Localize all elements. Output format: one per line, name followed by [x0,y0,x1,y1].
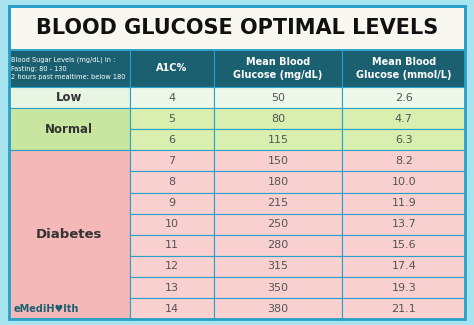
FancyBboxPatch shape [129,87,214,108]
Text: 19.3: 19.3 [392,282,416,292]
FancyBboxPatch shape [214,298,342,319]
FancyBboxPatch shape [129,50,214,87]
Text: 50: 50 [271,93,285,103]
FancyBboxPatch shape [214,214,342,235]
Text: BLOOD GLUCOSE OPTIMAL LEVELS: BLOOD GLUCOSE OPTIMAL LEVELS [36,18,438,38]
FancyBboxPatch shape [129,193,214,214]
Text: 7: 7 [168,156,175,166]
Text: Blood Sugar Levels (mg/dL) in :
Fasting: 80 - 130
2 hours past mealtime: below 1: Blood Sugar Levels (mg/dL) in : Fasting:… [11,57,126,80]
Text: Diabetes: Diabetes [36,228,102,241]
FancyBboxPatch shape [214,129,342,150]
Text: Mean Blood
Glucose (mmol/L): Mean Blood Glucose (mmol/L) [356,57,452,80]
Text: 8: 8 [168,177,175,187]
FancyBboxPatch shape [342,50,465,87]
Text: 17.4: 17.4 [392,261,416,271]
FancyBboxPatch shape [214,87,342,108]
Text: Mean Blood
Glucose (mg/dL): Mean Blood Glucose (mg/dL) [233,57,323,80]
FancyBboxPatch shape [9,87,129,108]
FancyBboxPatch shape [342,214,465,235]
FancyBboxPatch shape [9,6,465,50]
Text: 2.6: 2.6 [395,93,413,103]
Text: 80: 80 [271,114,285,124]
FancyBboxPatch shape [129,129,214,150]
FancyBboxPatch shape [214,50,342,87]
Text: 150: 150 [268,156,289,166]
FancyBboxPatch shape [342,108,465,129]
Text: 180: 180 [267,177,289,187]
Text: 11.9: 11.9 [392,198,416,208]
FancyBboxPatch shape [342,87,465,108]
FancyBboxPatch shape [214,150,342,172]
FancyBboxPatch shape [129,172,214,193]
FancyBboxPatch shape [214,256,342,277]
FancyBboxPatch shape [9,108,129,150]
Text: 11: 11 [165,240,179,250]
Text: 280: 280 [267,240,289,250]
FancyBboxPatch shape [214,277,342,298]
FancyBboxPatch shape [342,193,465,214]
Text: 5: 5 [168,114,175,124]
Text: 6: 6 [168,135,175,145]
FancyBboxPatch shape [214,108,342,129]
Text: Low: Low [56,91,82,104]
Text: 14: 14 [165,304,179,314]
Text: 115: 115 [268,135,289,145]
FancyBboxPatch shape [129,277,214,298]
FancyBboxPatch shape [342,150,465,172]
Text: eMediH♥lth: eMediH♥lth [13,304,79,314]
FancyBboxPatch shape [342,277,465,298]
FancyBboxPatch shape [342,172,465,193]
FancyBboxPatch shape [214,193,342,214]
Text: A1C%: A1C% [156,63,188,73]
FancyBboxPatch shape [129,214,214,235]
Text: 13.7: 13.7 [392,219,416,229]
Text: Normal: Normal [45,123,93,136]
Text: 4: 4 [168,93,175,103]
Text: 6.3: 6.3 [395,135,412,145]
Text: 12: 12 [165,261,179,271]
FancyBboxPatch shape [9,150,129,319]
Text: 15.6: 15.6 [392,240,416,250]
Text: 380: 380 [267,304,289,314]
FancyBboxPatch shape [342,129,465,150]
Text: 4.7: 4.7 [395,114,413,124]
Text: 9: 9 [168,198,175,208]
FancyBboxPatch shape [342,256,465,277]
FancyBboxPatch shape [129,235,214,256]
FancyBboxPatch shape [129,298,214,319]
FancyBboxPatch shape [214,172,342,193]
Text: 10: 10 [165,219,179,229]
FancyBboxPatch shape [129,108,214,129]
FancyBboxPatch shape [342,235,465,256]
Text: 215: 215 [267,198,289,208]
Text: 350: 350 [268,282,289,292]
Text: 13: 13 [165,282,179,292]
Text: 315: 315 [268,261,289,271]
FancyBboxPatch shape [214,235,342,256]
Text: 250: 250 [267,219,289,229]
Text: 8.2: 8.2 [395,156,413,166]
FancyBboxPatch shape [129,256,214,277]
FancyBboxPatch shape [129,150,214,172]
FancyBboxPatch shape [9,50,129,87]
Text: 21.1: 21.1 [392,304,416,314]
Text: 10.0: 10.0 [392,177,416,187]
FancyBboxPatch shape [342,298,465,319]
